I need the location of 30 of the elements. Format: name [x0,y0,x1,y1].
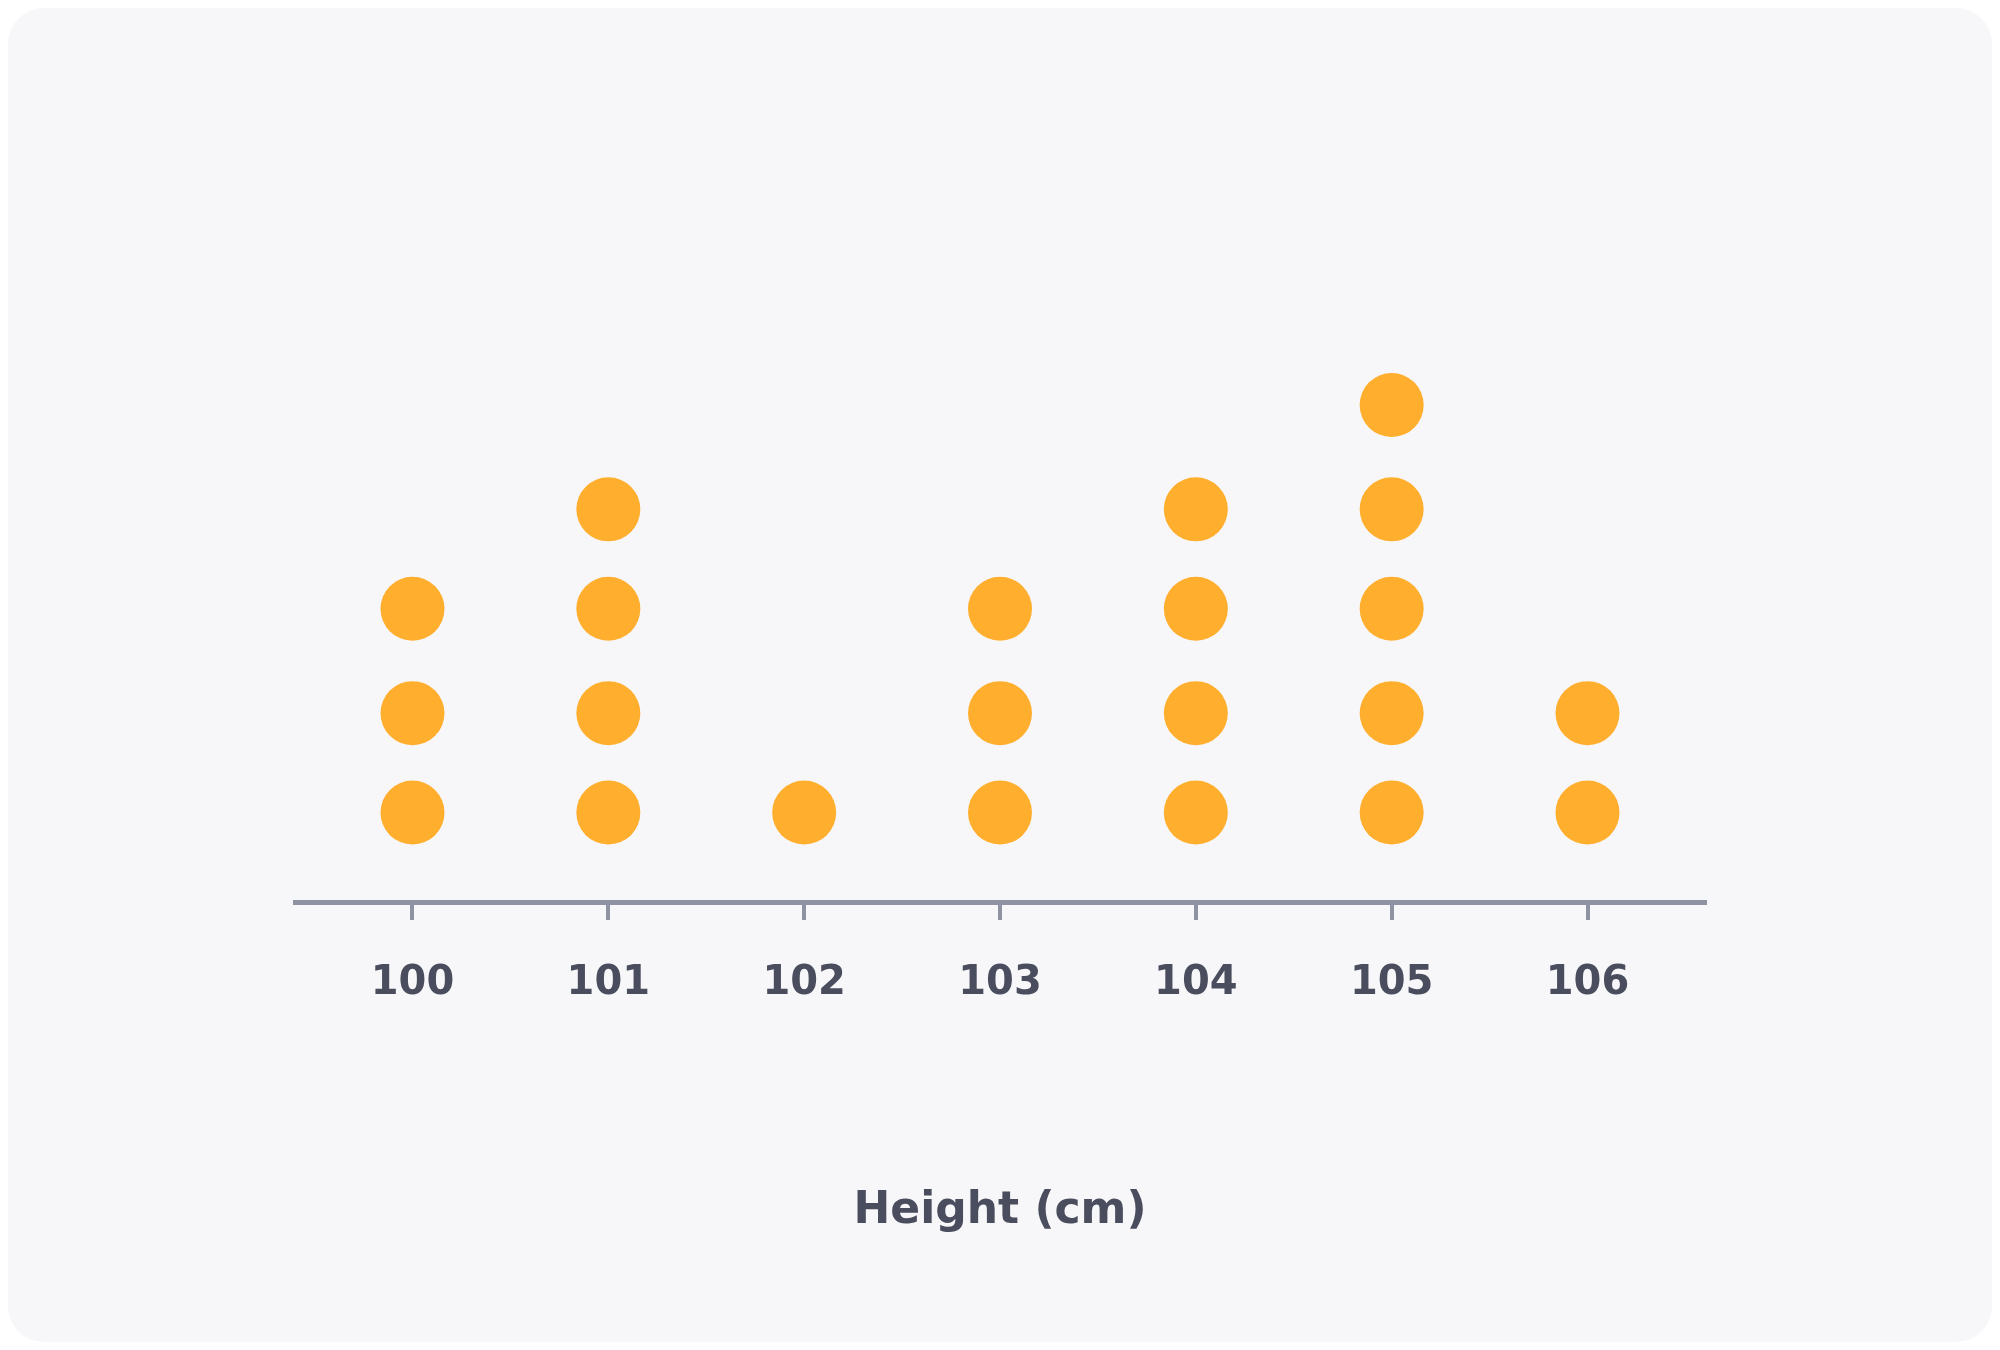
point [968,576,1032,641]
point [1555,780,1620,845]
point [968,681,1032,746]
x-tick-label: 106 [1545,957,1630,1004]
point [1163,576,1228,641]
point [968,780,1032,845]
x-tick-label: 102 [762,957,846,1004]
point [576,780,641,845]
point [1359,780,1424,845]
x-tick-label: 101 [566,957,651,1004]
point [576,576,641,641]
point [576,681,641,746]
point [380,780,445,845]
x-tick-label: 100 [370,957,455,1004]
point [576,477,641,542]
point [1163,780,1228,845]
point [1163,681,1228,746]
point [772,780,837,845]
point [1359,477,1424,542]
point [1359,576,1424,641]
point [1359,681,1424,746]
x-tick-label: 103 [958,957,1042,1004]
x-tick-label: 105 [1349,957,1434,1004]
x-tick-label: 104 [1154,957,1238,1004]
point [1555,681,1620,746]
point [1163,477,1228,542]
point [380,681,445,746]
point [380,576,445,641]
x-axis-title: Height (cm) [853,1182,1147,1234]
point [1359,373,1424,437]
